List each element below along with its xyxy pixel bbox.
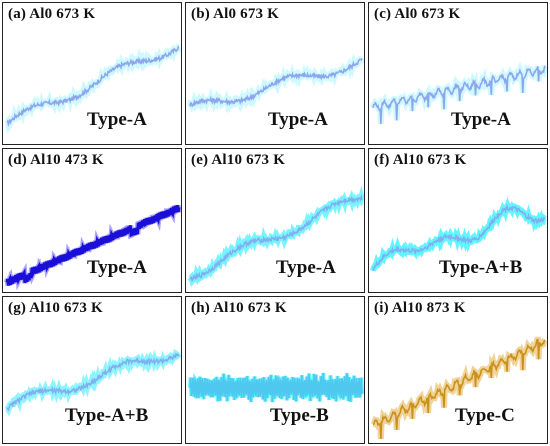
curve-line	[372, 339, 546, 440]
panel-b: (b) Al0 673 K Type-A	[185, 2, 365, 145]
panel-a: (a) Al0 673 K Type-A	[2, 2, 182, 145]
curve-c	[370, 60, 547, 124]
panel-title: (a) Al0 673 K	[8, 6, 96, 22]
curve-g	[4, 349, 181, 417]
curve-line	[189, 194, 363, 283]
curve-line	[372, 203, 546, 272]
panel-title: (e) Al10 673 K	[191, 152, 286, 168]
curve-b	[187, 53, 364, 115]
curve-line	[5, 205, 181, 286]
curve-a	[4, 43, 181, 135]
curve-line	[189, 57, 363, 108]
panel-title: (g) Al10 673 K	[8, 300, 103, 316]
curve-f	[370, 196, 547, 272]
type-label: Type-A+B	[65, 405, 149, 426]
panel-title: (c) Al0 673 K	[374, 6, 461, 22]
panel-d: (d) Al10 473 K Type-A	[2, 148, 182, 293]
panel-e: (e) Al10 673 K Type-A	[185, 148, 365, 293]
curve-d	[4, 204, 181, 291]
type-label: Type-A	[276, 257, 336, 278]
panel-i: (i) Al10 873 K Type-C	[368, 296, 548, 444]
panel-title: (d) Al10 473 K	[8, 152, 104, 168]
panel-g: (g) Al10 673 K Type-A+B	[2, 296, 182, 444]
curve-line	[372, 65, 546, 124]
type-label: Type-B	[270, 405, 329, 426]
type-label: Type-A	[268, 109, 328, 130]
panel-title: (b) Al0 673 K	[191, 6, 280, 22]
panel-title: (i) Al10 873 K	[374, 300, 466, 316]
type-label: Type-A	[87, 109, 147, 130]
type-label: Type-C	[455, 405, 515, 426]
curve-i	[370, 336, 547, 440]
panel-c: (c) Al0 673 K Type-A	[368, 2, 548, 145]
type-label: Type-A+B	[439, 257, 523, 278]
panel-title: (f) Al10 673 K	[374, 152, 467, 168]
curve-e	[187, 185, 364, 288]
type-label: Type-A	[87, 257, 147, 278]
type-label: Type-A	[451, 109, 511, 130]
panel-f: (f) Al10 673 K Type-A+B	[368, 148, 548, 293]
curve-line	[6, 46, 180, 127]
panel-title: (h) Al10 673 K	[191, 300, 287, 316]
curve-h	[188, 372, 364, 403]
curve-line	[6, 352, 180, 412]
curve-line	[189, 372, 363, 403]
panel-h: (h) Al10 673 K Type-B	[185, 296, 365, 444]
